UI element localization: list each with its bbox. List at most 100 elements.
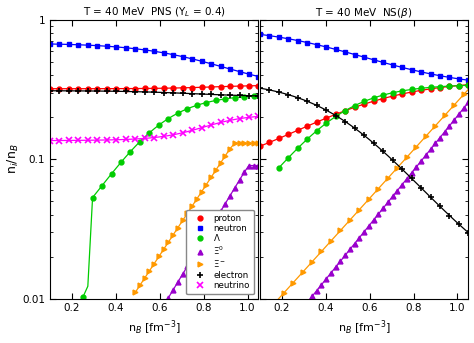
proton [66, 87, 72, 91]
proton [85, 87, 91, 91]
neutrino [94, 138, 100, 142]
neutron [85, 43, 91, 47]
neutron [161, 51, 166, 55]
proton [151, 86, 157, 91]
neutrino [66, 138, 72, 142]
neutrino [237, 117, 242, 121]
neutron [218, 64, 223, 68]
Ξ$^-$ [232, 141, 237, 145]
neutron [47, 42, 53, 46]
Ξ$^-$ [213, 168, 219, 172]
Λ [194, 103, 200, 107]
proton [104, 86, 109, 91]
Ξ$^-$ [146, 269, 152, 273]
electron [246, 94, 252, 98]
proton [113, 86, 119, 91]
neutron [123, 46, 128, 50]
neutrino [199, 126, 204, 130]
Λ [213, 98, 219, 103]
Λ [232, 96, 237, 100]
neutrino [47, 139, 53, 143]
Λ [251, 94, 256, 98]
Ξ$^0$ [246, 164, 252, 168]
Ξ$^-$ [170, 233, 176, 237]
Ξ$^0$ [170, 288, 176, 292]
Ξ$^-$ [218, 161, 223, 165]
electron [170, 91, 176, 95]
electron [142, 90, 147, 94]
Ξ$^0$ [184, 264, 190, 268]
electron [161, 91, 166, 95]
electron [227, 93, 233, 97]
electron [47, 89, 53, 93]
Ξ$^0$ [241, 170, 247, 174]
electron [104, 89, 109, 93]
Λ [203, 100, 209, 105]
proton [189, 85, 195, 90]
Ξ$^-$ [227, 146, 233, 151]
Λ [156, 123, 162, 127]
neutrino [123, 137, 128, 141]
proton [170, 86, 176, 90]
electron [132, 90, 138, 94]
proton [142, 86, 147, 91]
Λ [99, 184, 105, 188]
Ξ$^-$ [241, 141, 247, 145]
neutrino [170, 133, 176, 137]
electron [255, 94, 261, 98]
neutrino [161, 134, 166, 138]
neutron [237, 70, 242, 74]
proton [227, 84, 233, 88]
Ξ$^0$ [175, 280, 181, 284]
Ξ$^-$ [203, 182, 209, 187]
Λ [184, 107, 190, 111]
Ξ$^-$ [156, 255, 162, 259]
neutron [180, 55, 185, 59]
Line: Ξ$^0$: Ξ$^0$ [166, 163, 261, 300]
proton [47, 87, 53, 91]
Title: T = 40 MeV  PNS (Y$_L$ = 0.4): T = 40 MeV PNS (Y$_L$ = 0.4) [83, 6, 226, 19]
neutron [75, 43, 81, 47]
neutrino [132, 137, 138, 141]
electron [151, 90, 157, 94]
neutron [142, 48, 147, 52]
proton [56, 87, 62, 91]
proton [161, 86, 166, 90]
Line: electron: electron [47, 88, 262, 99]
Line: proton: proton [47, 83, 261, 91]
Ξ$^-$ [161, 247, 166, 251]
neutron [66, 43, 72, 47]
Ξ$^0$ [199, 241, 204, 245]
Ξ$^0$ [208, 225, 214, 229]
neutron [94, 44, 100, 48]
Λ [241, 95, 247, 99]
proton [246, 84, 252, 88]
neutrino [218, 120, 223, 125]
Ξ$^-$ [237, 141, 242, 145]
Ξ$^0$ [227, 194, 233, 198]
Ξ$^-$ [208, 175, 214, 179]
Λ [118, 160, 124, 164]
Λ [90, 196, 95, 200]
electron [208, 92, 214, 96]
Ξ$^-$ [180, 218, 185, 223]
neutron [151, 49, 157, 54]
Line: Λ: Λ [81, 94, 256, 299]
electron [56, 89, 62, 93]
Ξ$^-$ [184, 211, 190, 215]
Title: T = 40 MeV  NS($\beta$): T = 40 MeV NS($\beta$) [316, 5, 413, 20]
proton [94, 87, 100, 91]
neutrino [246, 115, 252, 119]
electron [237, 93, 242, 97]
Λ [128, 150, 133, 154]
neutrino [104, 138, 109, 142]
electron [66, 89, 72, 93]
Λ [137, 140, 143, 144]
Ξ$^0$ [237, 178, 242, 182]
proton [218, 85, 223, 89]
neutrino [113, 138, 119, 142]
electron [94, 89, 100, 93]
electron [199, 92, 204, 96]
neutron [170, 52, 176, 57]
neutrino [180, 131, 185, 135]
